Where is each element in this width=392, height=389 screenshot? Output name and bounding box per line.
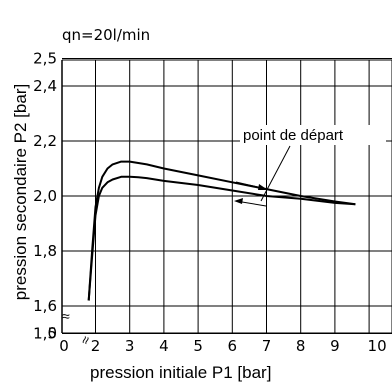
x-tick-label: 8 [296, 337, 306, 355]
arrow-decreasing [234, 198, 267, 207]
y-axis-break: ≈ [62, 308, 70, 324]
y-tick-label: 2,4 [33, 77, 57, 95]
annotation-background [240, 125, 386, 145]
y-tick-label: 0 [47, 324, 57, 342]
x-tick-labels: 0 2 3 4 5 6 7 8 9 10 [59, 337, 386, 355]
plot-frame [61, 60, 392, 334]
arrow-increasing [235, 181, 268, 190]
y-axis-label: pression secondaire P2 [bar] [11, 84, 30, 300]
series-line-1 [87, 160, 356, 301]
annotation-starting-point: point de départ [243, 127, 344, 144]
flow-rate-label: qn=20l/min [62, 26, 150, 44]
x-axis-label: pression initiale P1 [bar] [90, 363, 271, 382]
x-tick-label: 2 [91, 337, 101, 355]
annotation-leader-line [260, 145, 291, 202]
y-tick-label: 1,5 [33, 325, 57, 343]
x-tick-label: 7 [262, 337, 272, 355]
y-tick-label: 2,2 [33, 132, 57, 150]
series-line-2 [87, 175, 356, 301]
x-tick-label: 6 [228, 337, 238, 355]
x-tick-label: 0 [59, 337, 69, 355]
x-tick-label: 5 [193, 337, 203, 355]
y-tick-labels: 01,5 1,6 1,8 2,0 2,2 2,4 2,5 [33, 50, 57, 343]
x-tick-label: 10 [368, 337, 387, 355]
x-tick-label: 3 [125, 337, 135, 355]
y-tick-label: 2,5 [33, 50, 57, 68]
x-tick-label: 9 [330, 337, 340, 355]
series-group [87, 160, 356, 301]
y-tick-label: 1,8 [33, 242, 57, 260]
x-tick-label: 4 [159, 337, 169, 355]
grid [62, 58, 392, 334]
y-tick-label: 1,6 [33, 297, 57, 315]
y-tick-label: 2,0 [33, 187, 57, 205]
